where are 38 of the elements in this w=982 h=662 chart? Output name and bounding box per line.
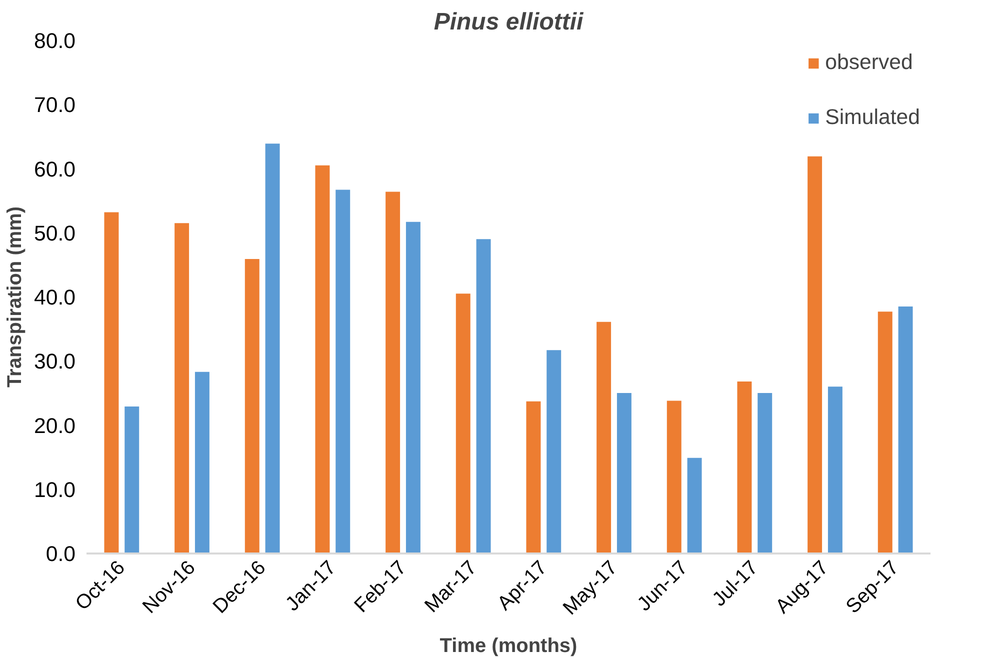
legend-label: Simulated: [825, 105, 920, 130]
bar: [334, 188, 352, 554]
bar: [666, 400, 682, 554]
bar: [806, 155, 824, 554]
bar: [124, 406, 140, 554]
y-tick-label: 80.0: [34, 29, 76, 53]
bar: [244, 258, 260, 554]
bar: [384, 190, 402, 554]
bar: [404, 220, 422, 554]
bar: [174, 222, 190, 554]
y-tick-label: 60.0: [34, 157, 76, 182]
bar: [876, 310, 894, 554]
bar: [475, 238, 492, 554]
y-tick-label: 30.0: [34, 350, 76, 374]
bar: [686, 456, 703, 554]
y-tick-label: 70.0: [34, 93, 76, 118]
legend-label: observed: [825, 50, 913, 75]
bar: [194, 370, 210, 554]
y-tick-label: 0.0: [46, 542, 76, 566]
bar: [454, 292, 472, 554]
y-tick-label: 10.0: [34, 478, 76, 502]
bar: [525, 400, 542, 554]
y-axis-title: Transpiration (mm): [4, 206, 26, 388]
y-tick-label: 40.0: [34, 286, 76, 310]
bar: [596, 320, 612, 554]
chart-title: Pinus elliottii: [434, 8, 585, 36]
bar: [264, 142, 281, 554]
bar: [756, 392, 774, 554]
bar: [826, 386, 844, 554]
bar: [616, 392, 632, 554]
bar: [736, 380, 753, 554]
bar: [314, 164, 331, 554]
y-tick-label: 50.0: [34, 221, 76, 246]
bar: [546, 349, 562, 554]
x-axis-title: Time (months): [440, 635, 578, 658]
bar: [103, 211, 120, 554]
bar: [897, 305, 914, 554]
y-tick-label: 20.0: [34, 414, 76, 438]
